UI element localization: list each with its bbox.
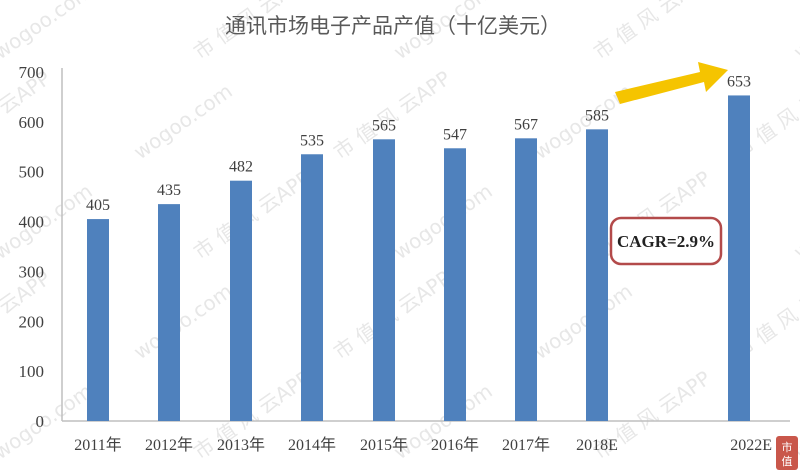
x-tick-label: 2016年	[431, 436, 479, 454]
bar	[301, 154, 323, 421]
x-tick-label: 2014年	[288, 436, 336, 454]
y-tick-label: 0	[36, 412, 45, 431]
bar	[87, 219, 109, 421]
data-label: 405	[86, 197, 110, 214]
y-tick-label: 700	[19, 63, 45, 82]
y-tick-label: 500	[19, 163, 45, 182]
x-tick-label: 2015年	[360, 436, 408, 454]
y-tick-label: 200	[19, 312, 45, 331]
x-tick-label: 2013年	[217, 436, 265, 454]
seal-char-1: 市	[782, 440, 793, 454]
chart-title: 通讯市场电子产品产值（十亿美元）	[225, 14, 561, 38]
bar-series	[87, 95, 750, 422]
x-tick-label: 2017年	[502, 436, 550, 454]
watermark-text: wogoo.com	[529, 279, 637, 364]
y-tick-label: 300	[19, 262, 45, 281]
bar	[373, 139, 395, 422]
growth-arrow-icon	[615, 62, 728, 104]
watermark-text: wogoo.com	[389, 179, 497, 264]
x-tick-label: 2012年	[145, 436, 193, 454]
data-label: 653	[727, 73, 751, 90]
cagr-annotation-box	[609, 216, 723, 266]
data-labels: 405 435 482 535 565 547 567 585 653	[86, 73, 751, 214]
x-tick-labels: 2011年 2012年 2013年 2014年 2015年 2016年 2017年 2018E…	[74, 436, 772, 454]
y-tick-label: 600	[19, 113, 45, 132]
bar	[728, 95, 750, 421]
x-tick-label: 2018E	[576, 437, 618, 454]
bar	[586, 129, 608, 422]
data-label: 482	[229, 159, 253, 176]
seal-char-2: 值	[782, 455, 793, 468]
x-tick-label: 2011年	[74, 436, 121, 454]
watermark-text: wogoo.com	[129, 79, 237, 164]
y-tick-label: 100	[19, 362, 45, 381]
brand-seal: 市 值	[776, 436, 798, 470]
bar	[158, 204, 180, 421]
bar	[515, 138, 537, 421]
watermark-text: 市 值 风 云APP	[189, 166, 315, 264]
y-tick-labels: 0 100 200 300 400 500 600 700	[19, 63, 45, 431]
watermark-text: wogoo.com	[0, 0, 97, 64]
data-label: 565	[372, 117, 396, 134]
data-label: 585	[585, 107, 609, 124]
y-tick-label: 400	[19, 213, 45, 232]
watermark-text: wogoo.com	[789, 179, 800, 264]
watermark-text: wogoo.com	[0, 179, 97, 264]
data-label: 435	[157, 182, 181, 199]
data-label: 535	[300, 132, 324, 149]
data-label: 567	[514, 116, 538, 133]
watermark-text: wogoo.com	[129, 279, 237, 364]
x-tick-label: 2022E	[730, 437, 772, 454]
bar	[230, 180, 252, 421]
watermark-text: 市 值 风 云APP	[589, 0, 715, 64]
bar	[444, 148, 466, 421]
data-label: 547	[443, 126, 467, 143]
cagr-label: CAGR=2.9%	[617, 232, 715, 251]
watermark-text: wogoo.com	[789, 0, 800, 64]
